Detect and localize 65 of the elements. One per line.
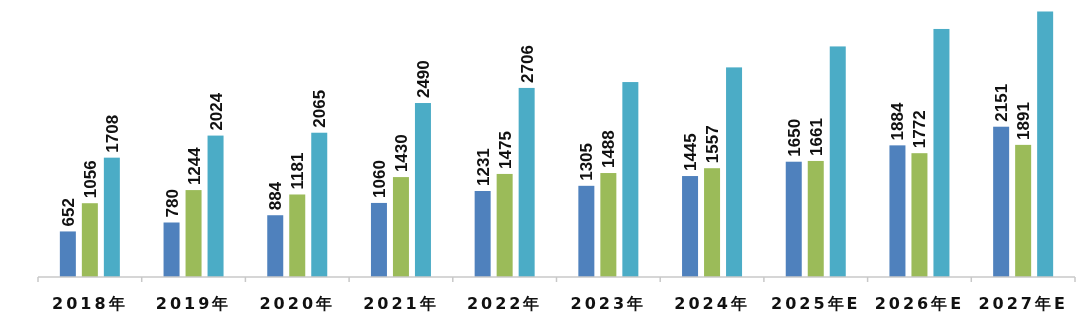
data-label: 1231: [473, 148, 493, 186]
bar: [474, 190, 491, 277]
bar: [704, 168, 721, 277]
x-tick-label: 2026年E: [874, 294, 965, 313]
data-label: 1430: [391, 134, 411, 173]
bar: [392, 177, 409, 277]
bar: [1015, 144, 1032, 277]
bar: [829, 46, 846, 277]
bar: [600, 173, 617, 277]
bar: [911, 153, 928, 277]
bar: [289, 194, 306, 277]
x-tick-label: 2024年: [674, 294, 750, 313]
bar: [59, 231, 76, 277]
data-label: 1181: [288, 152, 308, 190]
data-label: 1305: [577, 142, 597, 181]
data-label: 1557: [703, 125, 723, 164]
data-label: 1056: [80, 160, 100, 199]
data-label: 652: [58, 198, 78, 227]
bar: [682, 176, 699, 277]
x-tick-label: 2025年E: [771, 294, 861, 313]
bar: [414, 103, 431, 277]
x-tick-label: 2027年E: [978, 294, 1068, 313]
data-label: 884: [266, 181, 286, 211]
x-tick-label: 2018年: [52, 294, 128, 313]
bar: [311, 132, 328, 277]
data-label: 1488: [599, 130, 619, 169]
data-label: 1772: [910, 110, 930, 149]
data-label: 1891: [1014, 102, 1034, 140]
bar: [207, 135, 224, 277]
bar: [578, 185, 595, 277]
bar: [1037, 11, 1054, 277]
data-label: 1650: [784, 118, 804, 157]
data-label: 780: [162, 189, 182, 218]
bar: [163, 222, 180, 277]
data-label: 2490: [413, 60, 433, 99]
bar: [370, 202, 387, 277]
bar: [785, 161, 802, 277]
bar: [807, 160, 824, 277]
data-label: 1060: [369, 160, 389, 198]
data-label: 1661: [806, 118, 826, 156]
bar: [622, 82, 639, 277]
data-label: 2151: [992, 83, 1012, 122]
bar: [518, 87, 535, 277]
data-label: 1884: [888, 102, 908, 141]
bar: [933, 28, 950, 277]
data-label: 2065: [310, 89, 330, 128]
x-tick-label: 2020年: [259, 294, 336, 313]
bar: [496, 173, 513, 277]
data-label: 1708: [102, 114, 122, 153]
bar: [889, 145, 906, 277]
data-label: 1244: [184, 146, 204, 186]
x-tick-label: 2021年: [363, 294, 439, 313]
bar: [81, 203, 98, 277]
x-tick-label: 2019年: [155, 294, 232, 313]
bar: [103, 157, 120, 277]
data-label: 2024: [206, 92, 226, 131]
bar: [993, 126, 1010, 277]
bar: [267, 215, 284, 277]
bar: [185, 190, 202, 277]
x-tick-label: 2023年: [570, 294, 647, 313]
data-label: 1445: [681, 133, 701, 172]
bar: [726, 67, 743, 277]
x-tick-label: 2022年: [466, 294, 543, 313]
data-label: 2706: [517, 45, 537, 83]
data-label: 1475: [495, 131, 515, 169]
